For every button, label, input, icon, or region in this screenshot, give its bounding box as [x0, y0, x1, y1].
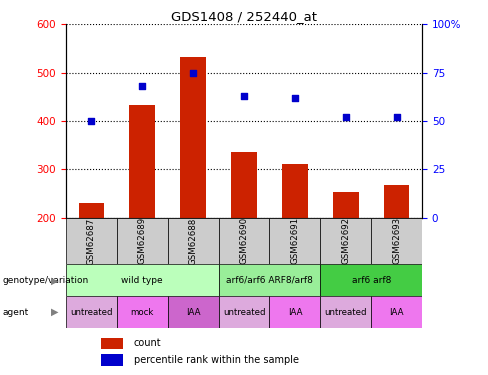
Text: wild type: wild type [122, 276, 163, 285]
Bar [219, 264, 320, 296]
Bar [117, 217, 168, 264]
Text: arf6 arf8: arf6 arf8 [351, 276, 391, 285]
Text: percentile rank within the sample: percentile rank within the sample [134, 355, 299, 365]
Text: GSM62689: GSM62689 [138, 217, 147, 264]
Bar [66, 264, 219, 296]
Text: untreated: untreated [223, 308, 265, 316]
Bar [101, 338, 123, 349]
Point [393, 114, 401, 120]
Point [240, 93, 248, 99]
Bar [371, 217, 422, 264]
Text: untreated: untreated [70, 308, 113, 316]
Bar [282, 164, 307, 218]
Text: untreated: untreated [325, 308, 367, 316]
Text: GSM62691: GSM62691 [290, 217, 300, 264]
Bar [66, 296, 117, 328]
Bar [181, 57, 206, 217]
Text: GSM62688: GSM62688 [188, 217, 198, 265]
Point [138, 83, 146, 89]
Bar [129, 105, 155, 218]
Text: ▶: ▶ [51, 275, 59, 285]
Bar [66, 217, 117, 264]
Text: GSM62693: GSM62693 [392, 217, 401, 264]
Bar [320, 264, 422, 296]
Text: ▶: ▶ [51, 307, 59, 317]
Point [189, 70, 197, 76]
Bar [320, 296, 371, 328]
Bar [371, 296, 422, 328]
Point [291, 95, 299, 101]
Bar [219, 217, 269, 264]
Text: IAA: IAA [389, 308, 404, 316]
Text: count: count [134, 338, 162, 348]
Point [87, 118, 95, 124]
Text: GSM62690: GSM62690 [240, 217, 248, 264]
Bar [333, 192, 359, 217]
Text: IAA: IAA [287, 308, 302, 316]
Text: genotype/variation: genotype/variation [2, 276, 89, 285]
Bar [79, 203, 104, 217]
Bar [269, 217, 320, 264]
Bar [117, 296, 168, 328]
Point [342, 114, 350, 120]
Bar [231, 152, 257, 217]
Bar [101, 354, 123, 366]
Text: GSM62687: GSM62687 [87, 217, 96, 265]
Bar [219, 296, 269, 328]
Bar [269, 296, 320, 328]
Text: GSM62692: GSM62692 [341, 217, 350, 264]
Text: mock: mock [130, 308, 154, 316]
Text: arf6/arf6 ARF8/arf8: arf6/arf6 ARF8/arf8 [226, 276, 313, 285]
Bar [168, 296, 219, 328]
Text: IAA: IAA [186, 308, 201, 316]
Text: agent: agent [2, 308, 29, 316]
Bar [320, 217, 371, 264]
Title: GDS1408 / 252440_at: GDS1408 / 252440_at [171, 10, 317, 23]
Bar [384, 184, 409, 218]
Bar [168, 217, 219, 264]
